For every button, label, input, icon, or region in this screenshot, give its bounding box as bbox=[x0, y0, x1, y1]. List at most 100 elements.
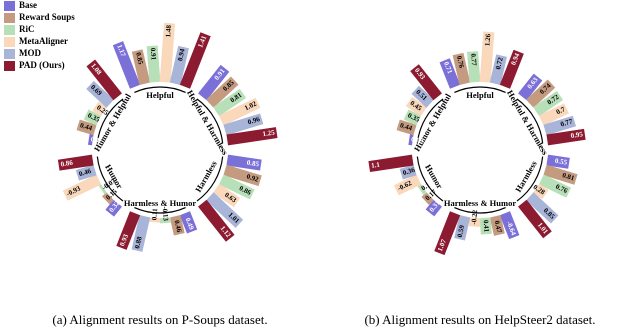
legend-swatch bbox=[4, 13, 15, 23]
value-label: 0.46 bbox=[173, 219, 184, 233]
bar bbox=[439, 58, 461, 89]
bar-group: 0.59 bbox=[454, 215, 471, 241]
value-label: 1.1 bbox=[371, 161, 381, 170]
value-label: 0.1 bbox=[420, 181, 432, 193]
bar bbox=[179, 211, 198, 234]
bar-group: 1.17 bbox=[112, 41, 141, 89]
bar-group: 0.49 bbox=[179, 211, 198, 234]
bar bbox=[87, 133, 94, 146]
bar-group: 0.93 bbox=[116, 211, 141, 250]
bar-group: 0.77 bbox=[467, 51, 481, 83]
value-label: 0.91 bbox=[149, 48, 158, 61]
bar-group: 0.95 bbox=[546, 128, 586, 146]
bar-group: -0.64 bbox=[499, 211, 520, 240]
bar bbox=[479, 217, 492, 235]
legend: Base Reward Soups RiC MetaAligner MOD PAD (Ou… bbox=[4, 0, 75, 71]
bar-group: -0.13 bbox=[159, 206, 171, 224]
bar bbox=[468, 217, 481, 227]
bar bbox=[425, 199, 442, 217]
value-label: 1.26 bbox=[483, 33, 492, 46]
legend-label: Base bbox=[19, 0, 37, 10]
bar-group: 0.86 bbox=[57, 154, 94, 171]
bar bbox=[92, 101, 107, 117]
legend-label: MetaAligner bbox=[19, 36, 68, 46]
group-label: Harmless & Humor bbox=[444, 198, 516, 208]
bar-group: 1.07 bbox=[434, 211, 461, 256]
value-label: 0.55 bbox=[554, 157, 568, 167]
value-label: 0.96 bbox=[247, 115, 262, 126]
bar-group: 1.41 bbox=[179, 32, 211, 89]
bar-group: 0.63 bbox=[213, 183, 241, 208]
bar bbox=[198, 199, 235, 242]
value-label: 0.81 bbox=[561, 171, 576, 182]
value-label: 0.09 bbox=[411, 135, 425, 145]
bar bbox=[159, 22, 176, 83]
bar-group: 1.02 bbox=[218, 97, 261, 126]
value-label: 0.86 bbox=[60, 159, 74, 169]
bar bbox=[538, 103, 569, 126]
bar bbox=[408, 133, 414, 146]
bar bbox=[526, 192, 559, 224]
bar-group: 1.26 bbox=[479, 31, 495, 83]
bar-group: 0.81 bbox=[213, 88, 247, 117]
bar-group: 0.94 bbox=[499, 49, 524, 89]
bar-group: 0.71 bbox=[439, 58, 461, 89]
bar bbox=[76, 119, 97, 136]
bar bbox=[499, 49, 524, 89]
bar-group: 1.1 bbox=[368, 154, 414, 172]
bar-group: 0.91 bbox=[198, 64, 230, 101]
bar-group: 0.46 bbox=[169, 215, 185, 236]
bar-group: 1.25 bbox=[226, 127, 278, 146]
bar-group: -0.22 bbox=[468, 209, 481, 227]
group-arc bbox=[516, 98, 544, 144]
bar-group: 0.45 bbox=[405, 96, 427, 117]
bar bbox=[533, 90, 564, 117]
bar-group: 0.44 bbox=[396, 119, 417, 136]
bar-group: 0.77 bbox=[543, 115, 577, 136]
bar-group: 0.36 bbox=[399, 164, 417, 180]
bar-group: 0.1 bbox=[417, 181, 432, 196]
bar bbox=[479, 31, 495, 83]
bar bbox=[546, 128, 586, 146]
value-label: 0.92 bbox=[245, 172, 260, 183]
value-label: 0.1 bbox=[90, 135, 100, 144]
value-label: 0.59 bbox=[456, 224, 467, 238]
bar bbox=[518, 73, 543, 101]
group-arc bbox=[516, 156, 544, 202]
value-label: 1.25 bbox=[262, 128, 276, 138]
legend-swatch bbox=[4, 1, 15, 11]
value-label: 0.47 bbox=[493, 220, 504, 234]
bar-group: 1.48 bbox=[159, 22, 176, 83]
value-label: 0.76 bbox=[455, 55, 466, 69]
bar-group: 0.72 bbox=[489, 54, 507, 85]
group-arc bbox=[96, 156, 124, 202]
bar bbox=[421, 192, 434, 205]
bar-group: 0.94 bbox=[169, 45, 189, 85]
bar bbox=[533, 183, 549, 200]
value-label: -0.22 bbox=[470, 209, 479, 225]
bar bbox=[112, 41, 141, 89]
bar bbox=[417, 183, 427, 196]
bar bbox=[546, 154, 570, 169]
bar bbox=[223, 164, 262, 187]
bar bbox=[57, 154, 94, 171]
bar bbox=[213, 88, 247, 117]
value-label: 0.44 bbox=[79, 121, 94, 132]
value-label: -0.13 bbox=[161, 206, 170, 222]
bar-group: 1.12 bbox=[198, 199, 235, 242]
bar-group: 1.01 bbox=[518, 199, 552, 239]
bar bbox=[452, 52, 471, 85]
bar-group: 0.86 bbox=[218, 174, 255, 200]
group-arc bbox=[134, 86, 186, 93]
bar-group: 0.85 bbox=[131, 49, 151, 85]
value-label: 0.46 bbox=[78, 167, 93, 178]
bar bbox=[116, 211, 141, 250]
group-arc bbox=[416, 98, 444, 144]
bar-group: 0.76 bbox=[452, 52, 471, 85]
bar bbox=[393, 174, 422, 196]
legend-label: PAD (Ours) bbox=[19, 60, 65, 70]
bar bbox=[518, 199, 552, 239]
bar bbox=[467, 51, 481, 83]
group-arc bbox=[96, 98, 124, 144]
